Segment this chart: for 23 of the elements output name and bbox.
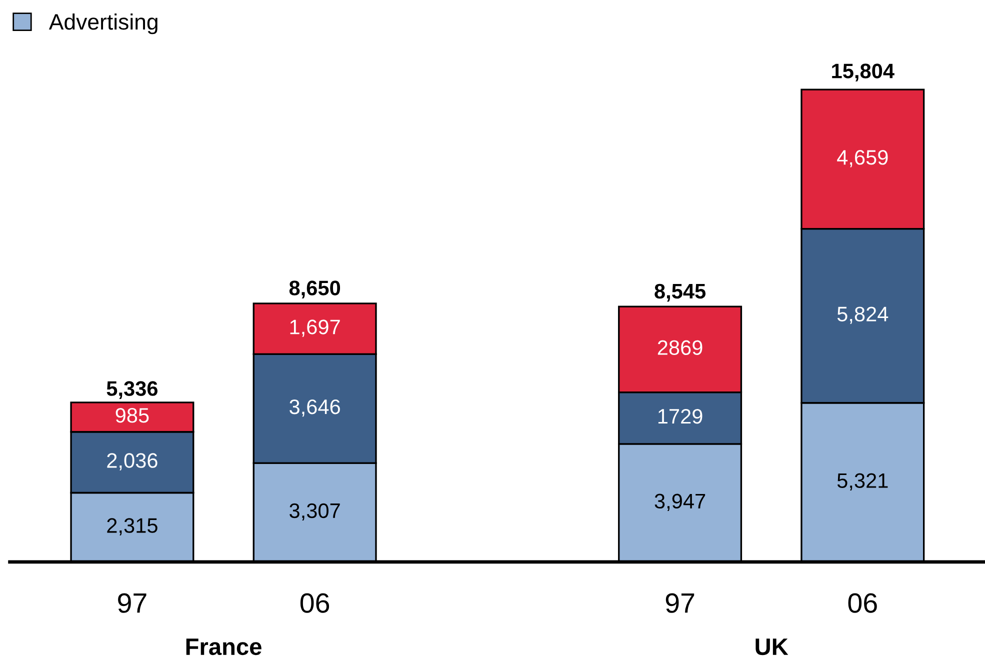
x-tick-label: 97	[118, 593, 146, 613]
data-label: 4,659	[837, 150, 888, 168]
legend-label: Advertising	[48, 13, 158, 34]
data-label: 5,321	[837, 473, 888, 490]
total-label: 5,336	[106, 381, 158, 399]
total-label: 15,804	[832, 64, 894, 82]
data-label: 3,646	[290, 399, 340, 417]
x-tick-label: 06	[300, 593, 330, 613]
text: France	[186, 638, 262, 656]
data-label: 2,315	[107, 518, 158, 536]
data-label: 2869	[658, 340, 702, 356]
x-tick-label: 97	[666, 593, 694, 613]
data-label: 3,947	[654, 494, 706, 511]
total-label: 8,545	[654, 284, 706, 302]
data-label: 1729	[658, 408, 702, 424]
data-label: 3,307	[290, 503, 340, 521]
data-label: 1,697	[290, 320, 340, 337]
data-label: 985	[116, 408, 149, 423]
text: UK	[756, 638, 788, 656]
total-label: 8,650	[289, 280, 340, 298]
data-label: 2,036	[107, 453, 158, 470]
data-label: 5,824	[837, 306, 888, 324]
x-tick-label: 06	[848, 593, 877, 613]
